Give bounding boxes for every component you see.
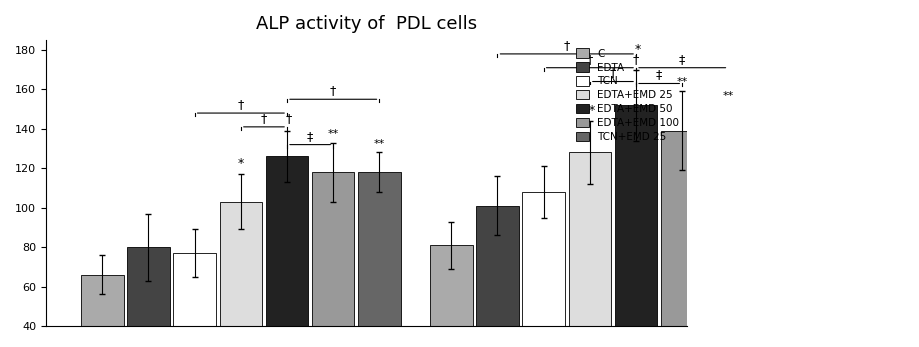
Text: ‡: ‡ (656, 68, 663, 82)
Text: †: † (330, 84, 336, 97)
Text: **: ** (723, 91, 734, 101)
Text: ‡: ‡ (679, 53, 686, 66)
Bar (430, 245, 472, 347)
Text: †: † (586, 53, 593, 66)
Legend: C, EDTA, TCN, EDTA+EMD 25, EDTA+EMD 50, EDTA+EMD 100, TCN+EMD 25: C, EDTA, TCN, EDTA+EMD 25, EDTA+EMD 50, … (573, 45, 682, 145)
Bar (174, 253, 216, 347)
Text: *: * (588, 104, 595, 117)
Text: *: * (238, 157, 244, 170)
Bar (708, 129, 750, 347)
Text: †: † (286, 112, 292, 125)
Text: †: † (610, 67, 616, 79)
Text: †: † (633, 53, 640, 66)
Title: ALP activity of  PDL cells: ALP activity of PDL cells (256, 15, 477, 33)
Bar (661, 131, 703, 347)
Bar (358, 172, 401, 347)
Bar (266, 156, 308, 347)
Text: ‡: ‡ (307, 130, 313, 143)
Bar (312, 172, 355, 347)
Bar (220, 202, 262, 347)
Bar (615, 105, 657, 347)
Bar (476, 206, 518, 347)
Text: †: † (261, 112, 267, 125)
Text: †: † (563, 39, 570, 52)
Bar (522, 192, 565, 347)
Text: *: * (634, 43, 641, 56)
Text: **: ** (328, 129, 339, 139)
Bar (81, 275, 123, 347)
Text: **: ** (676, 77, 687, 87)
Bar (127, 247, 170, 347)
Bar (569, 152, 611, 347)
Text: **: ** (374, 138, 385, 149)
Text: †: † (238, 98, 244, 111)
